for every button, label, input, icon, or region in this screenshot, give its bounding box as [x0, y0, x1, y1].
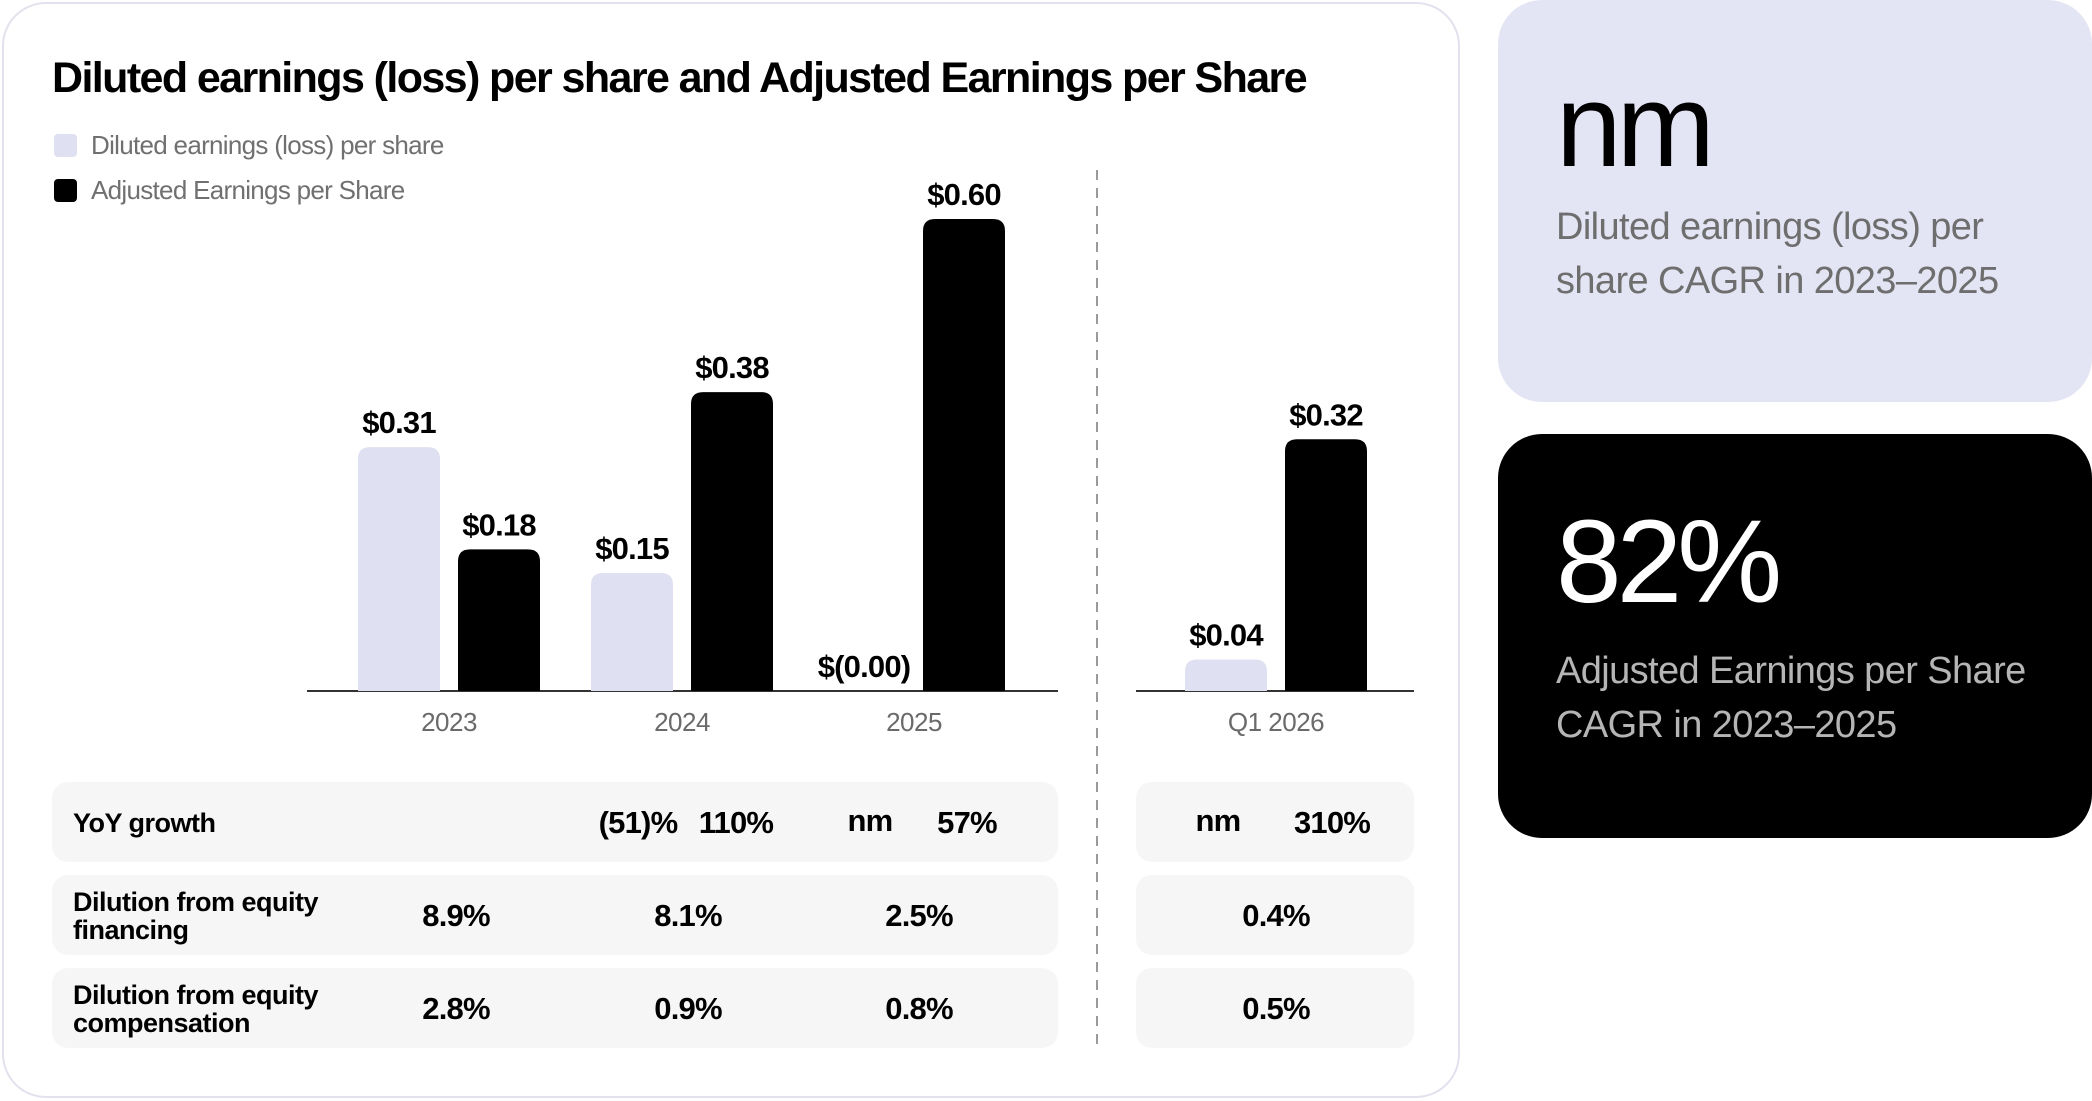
diluted-cagr-label: Diluted earnings (loss) per share CAGR i…	[1556, 206, 1999, 302]
chart-title: Diluted earnings (loss) per share and Ad…	[52, 54, 1308, 102]
x-tick-2025: 2025	[886, 707, 942, 737]
bar-label-diluted-q1-2026: $0.04	[1189, 618, 1264, 653]
adjusted-cagr-value: 82%	[1556, 496, 1782, 628]
legend-swatch-diluted	[54, 133, 77, 157]
table-row-fin-main	[52, 875, 1058, 955]
fin-2023: 8.9%	[422, 898, 490, 933]
row-label-equity-financing: Dilution from equity financing	[73, 887, 318, 945]
yoy-2024-diluted: (51)%	[598, 805, 679, 840]
table-row-fin-q1	[1136, 875, 1414, 955]
fin-q1-2026: 0.4%	[1242, 898, 1310, 933]
bar-label-diluted-2024: $0.15	[595, 531, 669, 566]
bar-diluted-2024	[591, 573, 673, 691]
bar-adjusted-2023	[458, 549, 540, 691]
comp-2025: 0.8%	[885, 991, 953, 1026]
bar-label-adjusted-2024: $0.38	[695, 350, 769, 385]
legend-item-adjusted: Adjusted Earnings per Share	[54, 174, 405, 206]
bar-diluted-2023	[358, 447, 440, 691]
table-row-yoy-main	[52, 782, 1058, 862]
bar-chart: $0.31 $0.18 2023 $0.15 $0.38 2024 $(0.00) $0.60…	[307, 170, 1414, 1052]
bar-label-diluted-2025: $(0.00)	[818, 649, 911, 684]
row-label-equity-compensation: Dilution from equity compensation	[73, 980, 318, 1038]
bar-adjusted-2024	[691, 392, 773, 691]
row-label-yoy-growth: YoY growth	[73, 808, 216, 838]
diluted-cagr-card: nm Diluted earnings (loss) per share CAG…	[1498, 0, 2092, 402]
x-tick-2023: 2023	[421, 707, 477, 737]
comp-2024: 0.9%	[654, 991, 722, 1026]
bar-label-diluted-2023: $0.31	[362, 405, 436, 440]
legend-swatch-adjusted	[54, 178, 77, 202]
bar-label-adjusted-2023: $0.18	[462, 507, 536, 542]
legend-label-adjusted: Adjusted Earnings per Share	[91, 174, 405, 205]
x-tick-q1-2026: Q1 2026	[1228, 707, 1324, 737]
comp-2023: 2.8%	[422, 991, 490, 1026]
legend-item-diluted: Diluted earnings (loss) per share	[54, 129, 444, 161]
bar-diluted-q1-2026	[1185, 659, 1267, 691]
fin-2024: 8.1%	[654, 898, 722, 933]
legend-label-diluted: Diluted earnings (loss) per share	[91, 129, 444, 160]
bar-adjusted-q1-2026	[1285, 439, 1367, 691]
comp-q1-2026: 0.5%	[1242, 991, 1310, 1026]
yoy-2025-diluted: nm	[847, 803, 894, 838]
adjusted-cagr-label: Adjusted Earnings per Share CAGR in 2023…	[1556, 650, 2026, 746]
fin-2025: 2.5%	[885, 898, 953, 933]
diluted-cagr-value: nm	[1556, 60, 1715, 192]
adjusted-cagr-card: 82% Adjusted Earnings per Share CAGR in …	[1498, 434, 2092, 838]
bar-adjusted-2025	[923, 219, 1005, 691]
yoy-q1-adjusted: 310%	[1293, 805, 1371, 840]
bar-label-adjusted-q1-2026: $0.32	[1289, 397, 1363, 432]
yoy-q1-diluted: nm	[1195, 803, 1242, 838]
yoy-2025-adjusted: 57%	[937, 805, 997, 840]
table-row-comp-main	[52, 968, 1058, 1048]
table-row-comp-q1	[1136, 968, 1414, 1048]
yoy-2024-adjusted: 110%	[698, 805, 774, 840]
table-row-yoy-q1	[1136, 782, 1414, 862]
bar-label-adjusted-2025: $0.60	[927, 177, 1001, 212]
x-tick-2024: 2024	[654, 707, 710, 737]
